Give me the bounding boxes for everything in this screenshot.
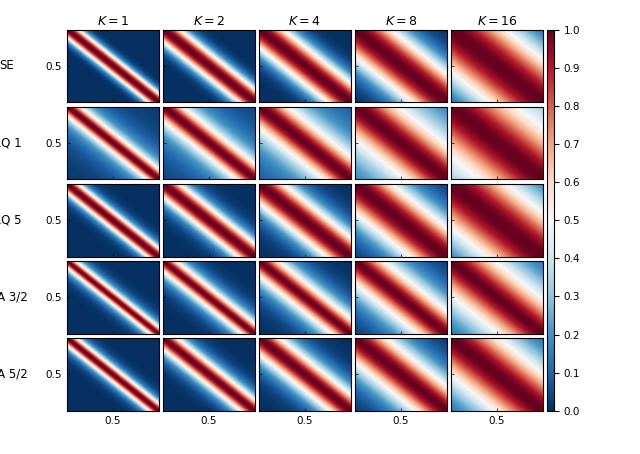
Title: $K=1$: $K=1$ — [97, 15, 129, 28]
Title: $K=2$: $K=2$ — [193, 15, 225, 28]
Y-axis label: SE: SE — [0, 59, 14, 72]
Y-axis label: RQ 5: RQ 5 — [0, 214, 21, 227]
Y-axis label: RQ 1: RQ 1 — [0, 137, 21, 149]
Title: $K=8$: $K=8$ — [385, 15, 417, 28]
Y-axis label: MA 5/2: MA 5/2 — [0, 368, 28, 381]
Y-axis label: MA 3/2: MA 3/2 — [0, 291, 28, 304]
Title: $K=4$: $K=4$ — [289, 15, 321, 28]
Title: $K=16$: $K=16$ — [477, 15, 517, 28]
